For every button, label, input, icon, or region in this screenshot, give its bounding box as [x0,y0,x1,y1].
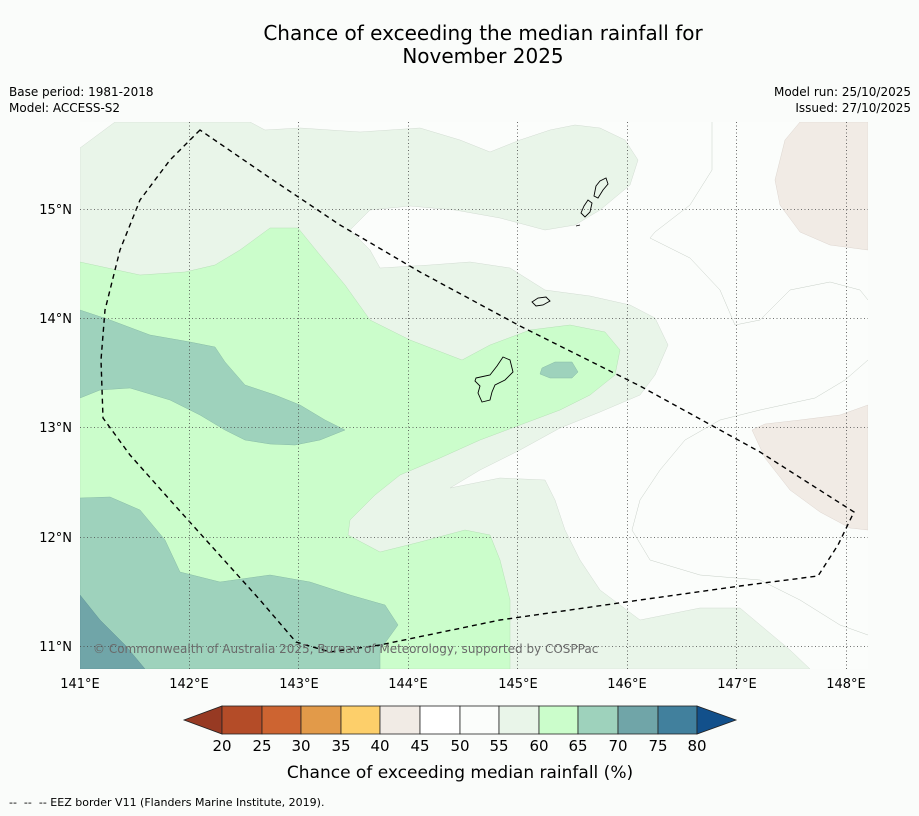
title-line-2: November 2025 [402,44,564,68]
lon-label: 143°E [279,677,319,692]
model-run: Model run: 25/10/2025 [773,85,911,99]
colorbar-below-20 [182,705,223,735]
colorbar-ticks: 20 25 30 35 40 45 50 55 60 65 70 75 80 [212,737,706,755]
colorbar-75-80 [657,705,698,735]
colorbar-50-55 [459,705,500,735]
contour-65-70-central [80,309,346,446]
lat-label: 15°N [39,203,72,218]
contour-70-75-south [80,594,146,669]
colorbar-tick: 25 [252,737,271,755]
colorbar-tick: 30 [291,737,310,755]
colorbar-70-75 [617,705,659,735]
model-name: Model: ACCESS-S2 [9,101,121,115]
contour-40-45-east [751,404,868,531]
map-area [80,122,868,669]
colorbar-above-80 [696,705,738,735]
lon-label: 141°E [60,677,100,692]
gridlines [80,122,868,669]
colorbar-tick: 60 [529,737,548,755]
colorbar-60-65 [538,705,579,735]
colorbar-55-60 [498,705,540,735]
colorbar-35-40 [340,705,381,735]
colorbar-tick: 65 [568,737,587,755]
longitude-labels: 141°E 142°E 143°E 144°E 145°E 146°E 147°… [60,677,866,692]
colorbar-label: Chance of exceeding median rainfall (%) [287,763,633,783]
colorbar-tick: 45 [410,737,429,755]
meta-left: Base period: 1981-2018 Model: ACCESS-S2 [9,84,154,116]
meta-right: Model run: 25/10/2025 Issued: 27/10/2025 [774,84,911,116]
contour-line-50-east [649,122,868,326]
base-period: Base period: 1981-2018 [9,85,154,99]
colorbar-20-25 [221,705,263,735]
colorbar-tick: 55 [489,737,508,755]
lat-label: 12°N [39,531,72,546]
lat-label: 14°N [39,312,72,327]
colorbar-45-50 [419,705,461,735]
colorbar-25-30 [261,705,302,735]
title-line-1: Chance of exceeding the median rainfall … [263,21,703,45]
colorbar-tick: 50 [450,737,469,755]
contour-40-45-northeast [774,122,868,251]
lat-label: 11°N [39,640,72,655]
contour-60-65 [80,227,621,669]
aguijan-islet [575,224,581,227]
contour-65-70-south [80,496,399,669]
saipan-island [593,177,609,199]
contour-line-50-southeast [631,359,868,636]
lon-label: 142°E [169,677,209,692]
colorbar-tick: 20 [212,737,231,755]
guam-island [474,356,514,403]
issued-date: Issued: 27/10/2025 [795,101,911,115]
latitude-labels: 15°N 14°N 13°N 12°N 11°N [39,203,72,655]
lon-label: 147°E [717,677,757,692]
eez-footnote: -- -- -- EEZ border V11 (Flanders Marine… [9,796,325,809]
colorbar-65-70 [577,705,619,735]
colorbar-30-35 [300,705,342,735]
rota-island [531,296,551,307]
lon-label: 145°E [498,677,538,692]
copyright-notice: © Commonwealth of Australia 2025, Bureau… [93,642,598,656]
contour-65-70-patch [539,361,579,379]
colorbar-tick: 75 [648,737,667,755]
colorbar-tick: 40 [370,737,389,755]
chart-title: Chance of exceeding the median rainfall … [0,22,919,68]
colorbar-tick: 70 [608,737,627,755]
colorbar-tick: 80 [687,737,706,755]
lon-label: 148°E [826,677,866,692]
lon-label: 146°E [607,677,647,692]
colorbar-40-45 [379,705,421,735]
colorbar-tick: 35 [331,737,350,755]
lat-label: 13°N [39,421,72,436]
lon-label: 144°E [388,677,428,692]
tinian-island [580,199,593,218]
colorbar [182,705,738,735]
